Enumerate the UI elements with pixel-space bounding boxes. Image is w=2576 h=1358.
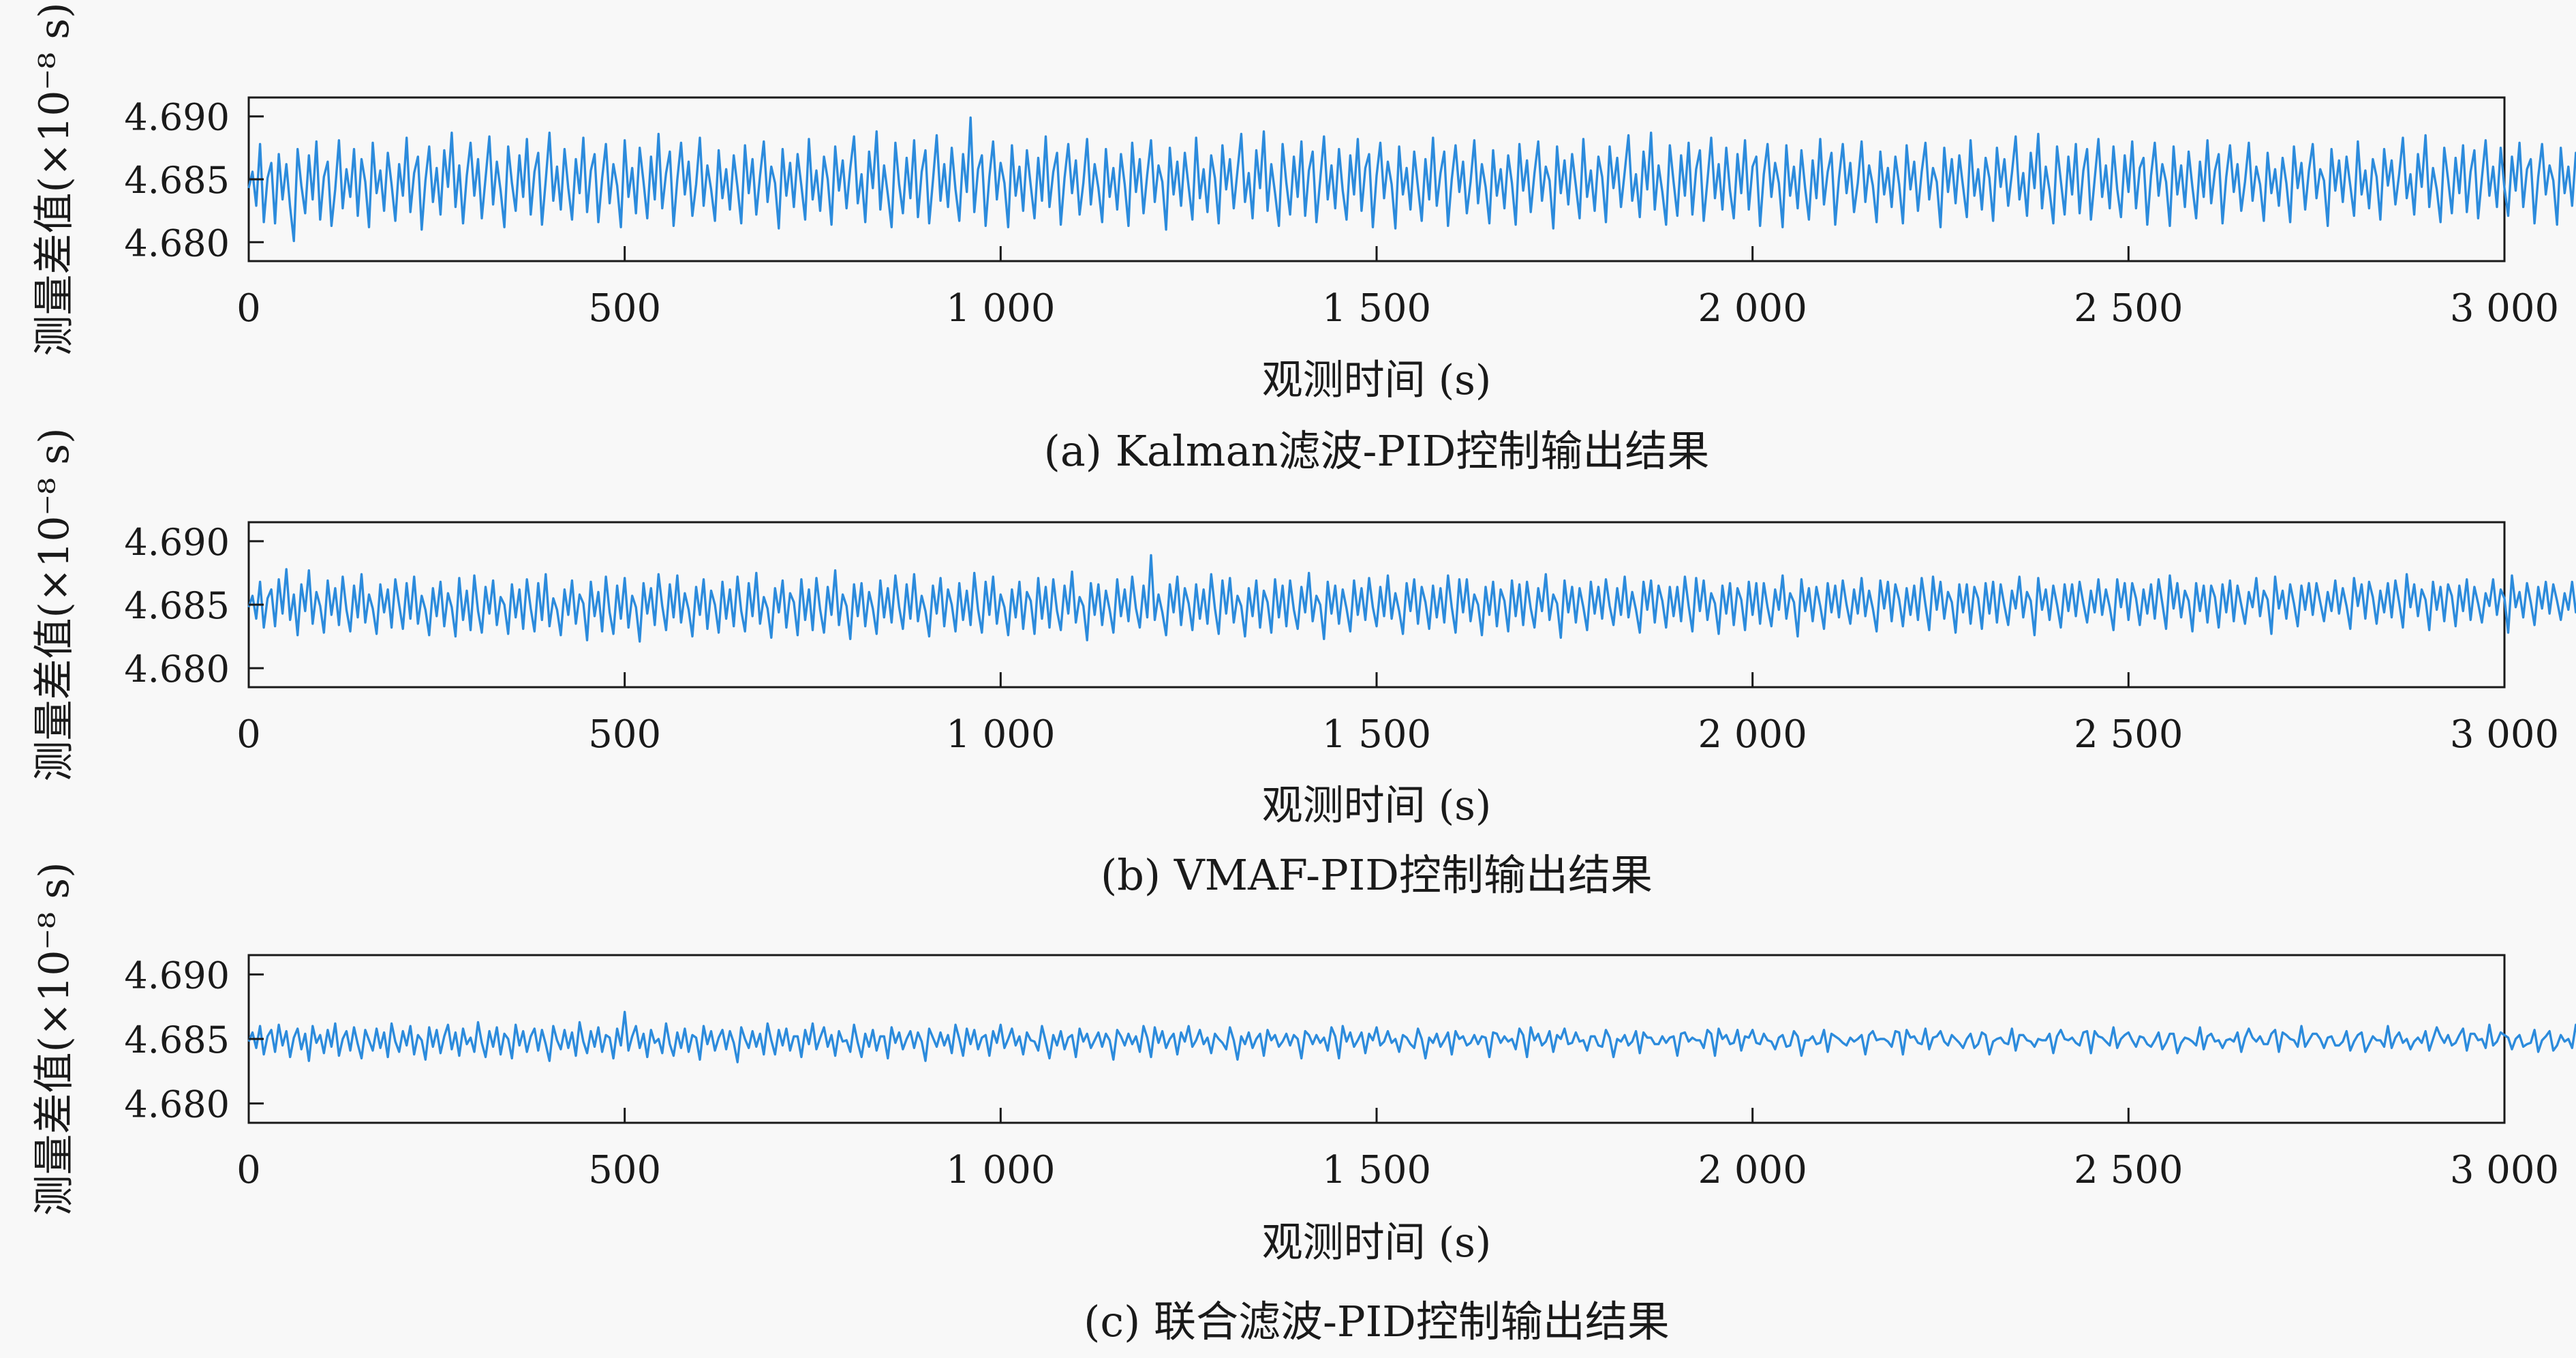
x-axis-label-a: 观测时间 (s) — [1262, 357, 1492, 404]
panel-a: 4.680 4.685 4.690 0 500 1 000 1 500 2 000 2 500… — [31, 2, 2576, 476]
caption-c: (c) 联合滤波-PID控制输出结果 — [1084, 1297, 1670, 1346]
x-tick-label-c: 2 500 — [2074, 1148, 2183, 1192]
y-tick-label-b: 4.685 — [124, 584, 230, 627]
x-tick-label-a: 2 000 — [1698, 286, 1807, 331]
x-axis-label-c: 观测时间 (s) — [1262, 1219, 1492, 1267]
x-tick-label-a: 500 — [588, 286, 661, 331]
series-line-c — [247, 1010, 2576, 1063]
x-tick-label-b: 500 — [588, 712, 661, 757]
caption-b: (b) VMAF-PID控制输出结果 — [1101, 850, 1653, 900]
x-tick-label-c: 1 500 — [1322, 1148, 1431, 1192]
x-tick-label-a: 1 500 — [1322, 286, 1431, 331]
x-tick-label-c: 1 000 — [946, 1148, 1055, 1192]
x-tick-label-b: 3 000 — [2450, 712, 2559, 757]
y-axis-label-c: 测量差值(×10⁻⁸ s) — [31, 862, 78, 1216]
x-tick-label-b: 2 500 — [2074, 712, 2183, 757]
x-tick-label-c: 2 000 — [1698, 1148, 1807, 1192]
data-marks-b — [247, 554, 2576, 643]
x-axis-label-b: 观测时间 (s) — [1262, 782, 1492, 830]
x-tick-label-b: 0 — [236, 712, 261, 757]
x-ticks-a: 0 500 1 000 1 500 2 000 2 500 3 000 — [236, 246, 2559, 331]
x-tick-label-b: 1 000 — [946, 712, 1055, 757]
y-tick-label-c: 4.685 — [124, 1019, 230, 1061]
data-marks-c — [247, 1010, 2576, 1063]
x-tick-label-b: 1 500 — [1322, 712, 1431, 757]
y-tick-label-b: 4.690 — [124, 521, 230, 564]
panel-c: 4.680 4.685 4.690 0 500 1 000 1 500 2 000 2 500… — [31, 862, 2576, 1346]
series-line-a — [247, 116, 2576, 243]
x-tick-label-b: 2 000 — [1698, 712, 1807, 757]
x-tick-label-c: 3 000 — [2450, 1148, 2559, 1192]
x-tick-label-a: 3 000 — [2450, 286, 2559, 331]
x-tick-label-a: 2 500 — [2074, 286, 2183, 331]
x-tick-label-a: 0 — [236, 286, 261, 331]
y-ticks-c: 4.680 4.685 4.690 — [124, 954, 264, 1126]
y-tick-label-a: 4.690 — [124, 96, 230, 139]
y-ticks-a: 4.680 4.685 4.690 — [124, 96, 264, 265]
x-ticks-c: 0 500 1 000 1 500 2 000 2 500 3 000 — [236, 1108, 2559, 1192]
x-tick-label-c: 0 — [236, 1148, 261, 1192]
y-tick-label-c: 4.690 — [124, 954, 230, 997]
x-tick-label-a: 1 000 — [946, 286, 1055, 331]
y-ticks-b: 4.680 4.685 4.690 — [124, 521, 264, 691]
x-tick-label-c: 500 — [588, 1148, 661, 1192]
y-tick-label-b: 4.680 — [124, 648, 230, 691]
y-tick-label-a: 4.685 — [124, 159, 230, 202]
caption-a: (a) Kalman滤波-PID控制输出结果 — [1044, 426, 1710, 476]
data-marks-a — [247, 116, 2576, 243]
x-ticks-b: 0 500 1 000 1 500 2 000 2 500 3 000 — [236, 672, 2559, 757]
panel-b: 4.680 4.685 4.690 0 500 1 000 1 500 2 000 2 500… — [31, 427, 2576, 900]
y-axis-label-a: 测量差值(×10⁻⁸ s) — [31, 2, 78, 356]
y-axis-label-b: 测量差值(×10⁻⁸ s) — [31, 427, 78, 781]
series-line-b — [247, 554, 2576, 643]
y-tick-label-c: 4.680 — [124, 1083, 230, 1126]
y-tick-label-a: 4.680 — [124, 222, 230, 265]
